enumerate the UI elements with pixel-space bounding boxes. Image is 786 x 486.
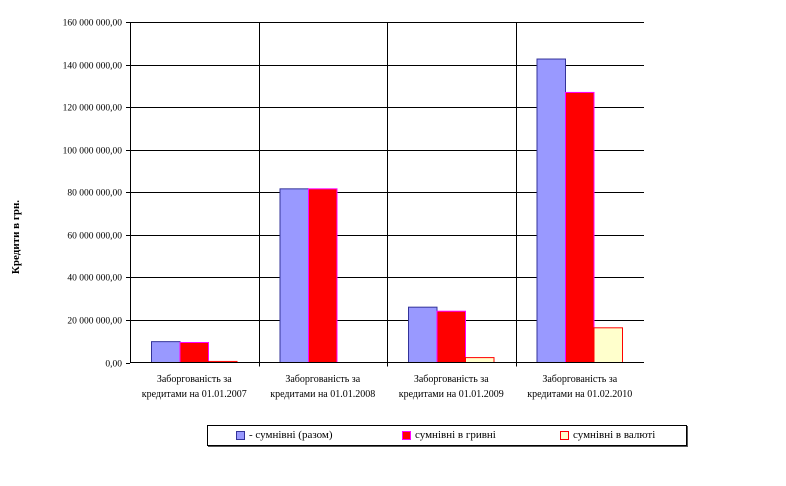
legend-item-total: - сумнівні (разом)	[236, 429, 333, 441]
legend-label: - сумнівні (разом)	[249, 429, 333, 441]
x-tick-label: кредитами на 01.01.2007	[142, 389, 247, 400]
legend-item-fx: сумнівні в валюті	[560, 429, 655, 441]
legend-swatch-uah	[402, 430, 411, 440]
x-tick-label: кредитами на 01.01.2009	[399, 389, 504, 400]
y-tick-label: 100 000 000,00	[63, 147, 123, 157]
y-tick-label: 80 000 000,00	[67, 189, 122, 199]
bar-1-3	[408, 306, 438, 364]
y-tick-label: 20 000 000,00	[67, 317, 122, 327]
y-tick-label: 40 000 000,00	[67, 274, 122, 284]
x-tick-label: Заборгованість за	[542, 374, 617, 385]
legend-swatch-total	[236, 430, 245, 440]
y-tick-label: 140 000 000,00	[63, 62, 123, 72]
bar-1-4	[536, 58, 566, 363]
y-tick-label: 0,00	[105, 360, 122, 370]
x-tick-label: кредитами на 01.02.2010	[527, 389, 632, 400]
legend-item-uah: сумнівні в гривні	[402, 429, 496, 441]
x-tick-label: кредитами на 01.01.2008	[270, 389, 375, 400]
bar-2-4	[565, 91, 595, 363]
legend-label: сумнівні в валюті	[573, 429, 656, 441]
bar-1-1	[151, 341, 181, 364]
x-tick-label: Заборгованість за	[285, 374, 360, 385]
bar-2-1	[179, 341, 209, 364]
bar-2-3	[436, 310, 466, 363]
y-axis-title: Кредити в грн.	[10, 200, 22, 274]
x-tick-label: Заборгованість за	[157, 374, 232, 385]
bar-1-2	[279, 188, 309, 363]
y-tick-label: 160 000 000,00	[63, 19, 123, 29]
x-tick-label: Заборгованість за	[414, 374, 489, 385]
y-tick-label: 120 000 000,00	[63, 104, 123, 114]
legend-swatch-fx	[560, 430, 569, 440]
legend: - сумнівні (разом) сумнівні в гривні сум…	[207, 425, 687, 446]
bar-3-4	[593, 327, 623, 363]
bar-3-3	[465, 357, 495, 364]
y-tick-label: 60 000 000,00	[67, 232, 122, 242]
bar-2-2	[308, 188, 338, 363]
legend-label: сумнівні в гривні	[415, 429, 496, 441]
